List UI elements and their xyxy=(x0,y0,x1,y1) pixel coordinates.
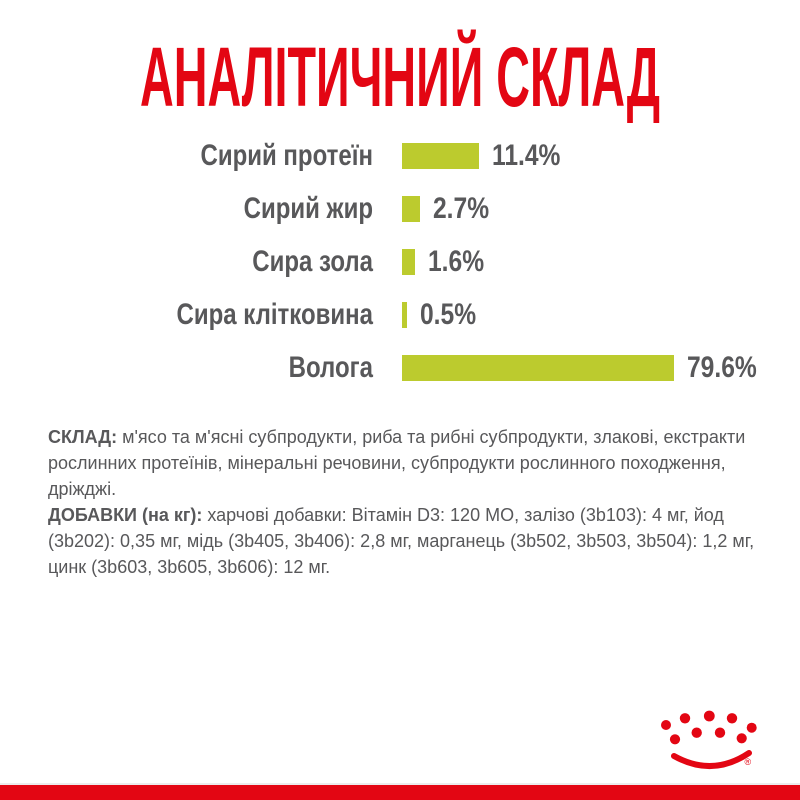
bar-crude-fiber xyxy=(402,302,407,328)
ingredients-section: СКЛАД: м'ясо та м'ясні субпродукти, риба… xyxy=(48,424,760,580)
chart-row: Сирий протеїн 11.4% xyxy=(0,139,575,172)
bar-label-crude-fat: Сирий жир xyxy=(243,192,373,225)
bar-label-crude-fiber: Сира клітковина xyxy=(176,298,373,331)
bar-crude-fat xyxy=(402,196,420,222)
chart-row: Волога 79.6% xyxy=(0,351,772,384)
page-title: АНАЛІТИЧНИЙ СКЛАД xyxy=(140,30,660,124)
bar-value-crude-fat: 2.7% xyxy=(433,192,490,225)
bar-value-moisture: 79.6% xyxy=(687,351,757,384)
footer-divider xyxy=(0,783,800,785)
bar-moisture xyxy=(402,355,674,381)
composition-paragraph: СКЛАД: м'ясо та м'ясні субпродукти, риба… xyxy=(48,424,760,502)
additives-paragraph: ДОБАВКИ (на кг): харчові добавки: Вітамі… xyxy=(48,502,760,580)
footer-accent-bar xyxy=(0,785,800,800)
bar-value-crude-fiber: 0.5% xyxy=(419,298,476,331)
chart-row: Сирий жир 2.7% xyxy=(0,192,501,225)
bar-value-crude-protein: 11.4% xyxy=(492,139,561,172)
crown-icon: ® xyxy=(661,710,757,769)
chart-row: Сира клітковина 0.5% xyxy=(0,298,488,331)
analytical-composition-chart: Сирий протеїн 11.4% Сирий жир 2.7% Сира … xyxy=(0,139,772,384)
bar-crude-protein xyxy=(402,143,479,169)
page-title-text: АНАЛІТИЧНИЙ СКЛАД xyxy=(140,30,660,124)
bar-label-moisture: Волога xyxy=(288,351,373,384)
royal-canin-crown-logo: ® xyxy=(661,710,757,769)
additives-label: ДОБАВКИ (на кг): xyxy=(48,505,203,525)
composition-text: м'ясо та м'ясні субпродукти, риба та риб… xyxy=(48,427,746,499)
registered-trademark-symbol: ® xyxy=(745,757,752,767)
bar-crude-ash xyxy=(402,249,415,275)
bar-label-crude-ash: Сира зола xyxy=(252,245,373,278)
bar-value-crude-ash: 1.6% xyxy=(428,245,485,278)
chart-row: Сира зола 1.6% xyxy=(0,245,496,278)
additives-text: харчові добавки: Вітамін D3: 120 МО, зал… xyxy=(48,505,755,577)
bar-label-crude-protein: Сирий протеїн xyxy=(200,139,374,172)
composition-label: СКЛАД: xyxy=(48,427,118,447)
